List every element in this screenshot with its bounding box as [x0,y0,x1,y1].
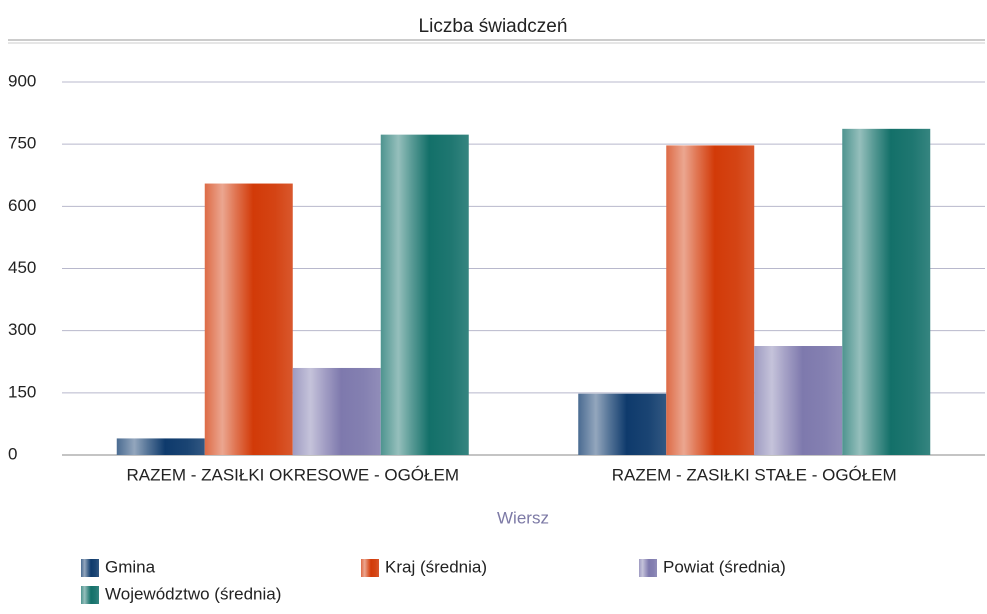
bar [754,346,843,455]
legend-label: Kraj (średnia) [385,557,487,576]
x-axis-title: Wiersz [497,508,549,527]
legend-label: Powiat (średnia) [663,557,786,576]
bar [842,128,931,456]
y-tick-label: 300 [8,320,36,339]
legend-swatch [81,586,99,604]
chart-title: Liczba świadczeń [419,16,568,37]
y-tick-label: 0 [8,444,17,463]
bar [204,183,293,456]
bar [292,367,381,455]
legend-label: Gmina [105,557,156,576]
bar [666,145,755,455]
bar [380,134,469,455]
y-tick-label: 450 [8,258,36,277]
bar [578,393,667,455]
legend-swatch [81,559,99,577]
bar [116,438,205,455]
legend-swatch [639,559,657,577]
y-tick-label: 900 [8,71,36,90]
y-tick-label: 600 [8,196,36,215]
x-tick-label: RAZEM - ZASIŁKI OKRESOWE - OGÓŁEM [127,465,460,484]
y-tick-label: 750 [8,134,36,153]
y-tick-label: 150 [8,382,36,401]
legend-label: Województwo (średnia) [105,584,281,603]
legend-swatch [361,559,379,577]
x-tick-label: RAZEM - ZASIŁKI STAŁE - OGÓŁEM [612,465,897,484]
